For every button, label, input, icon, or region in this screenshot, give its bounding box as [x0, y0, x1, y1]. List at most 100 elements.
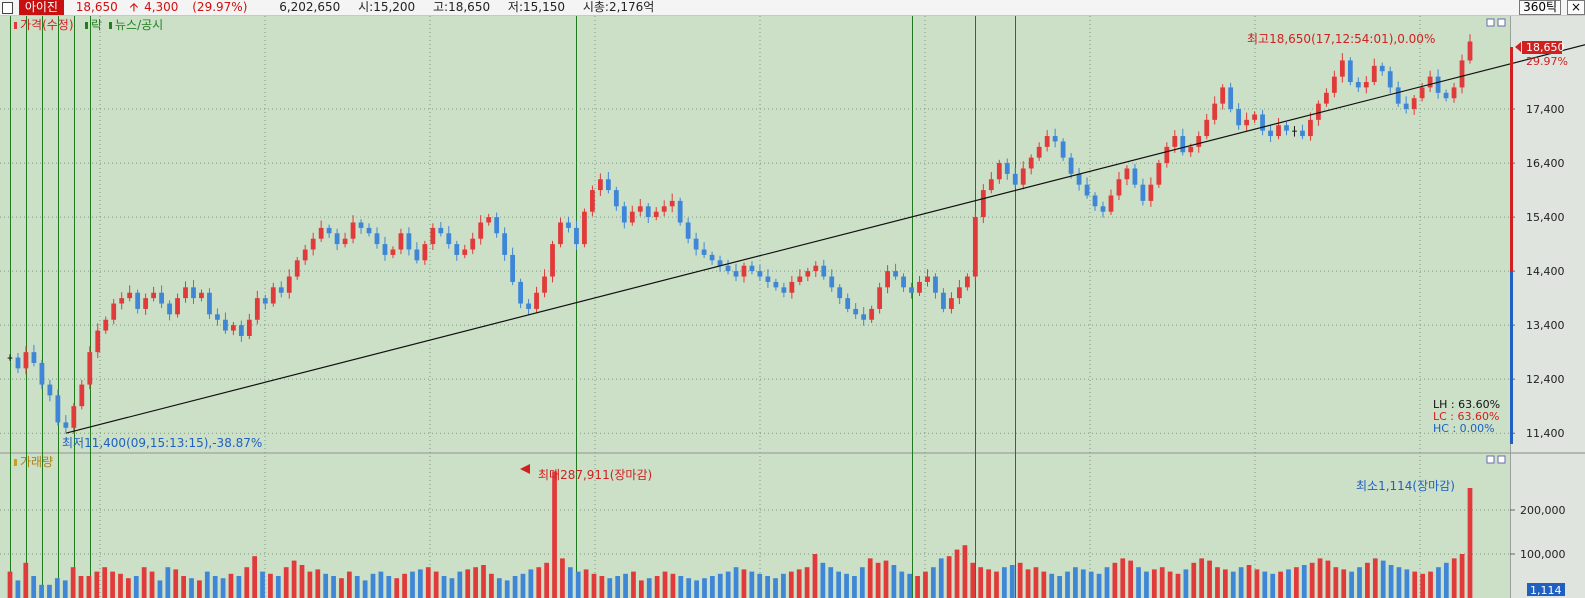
volume-bar[interactable] — [315, 569, 321, 598]
candle[interactable] — [917, 281, 922, 293]
volume-bar[interactable] — [528, 569, 534, 598]
candle[interactable] — [262, 298, 268, 304]
candle[interactable] — [741, 265, 747, 277]
volume-bar[interactable] — [1357, 567, 1362, 598]
candle[interactable] — [996, 163, 1002, 180]
candle[interactable] — [534, 292, 539, 309]
candle[interactable] — [1004, 163, 1010, 174]
volume-bar[interactable] — [275, 576, 281, 598]
volume-bar[interactable] — [1372, 558, 1378, 598]
candle[interactable] — [1300, 130, 1305, 137]
volume-bar[interactable] — [165, 567, 171, 598]
volume-bar[interactable] — [126, 578, 131, 598]
candle[interactable] — [1244, 119, 1250, 126]
volume-bar[interactable] — [457, 571, 463, 598]
volume-bar[interactable] — [1278, 571, 1283, 598]
volume-bar[interactable] — [852, 576, 857, 598]
volume-bar[interactable] — [781, 573, 786, 598]
candle[interactable] — [23, 352, 29, 369]
candle[interactable] — [7, 357, 13, 359]
volume-bar[interactable] — [567, 567, 573, 598]
volume-bar[interactable] — [646, 578, 652, 598]
volume-bar[interactable] — [489, 573, 494, 598]
volume-bar[interactable] — [1207, 560, 1212, 598]
volume-bar[interactable] — [1388, 565, 1394, 598]
candle[interactable] — [1132, 168, 1138, 185]
candle[interactable] — [462, 249, 468, 255]
candle[interactable] — [1172, 136, 1178, 147]
volume-bar[interactable] — [765, 576, 770, 598]
volume-bar[interactable] — [1183, 569, 1189, 598]
candle[interactable] — [422, 244, 428, 261]
candle[interactable] — [877, 287, 883, 309]
candle[interactable] — [1403, 103, 1409, 110]
volume-bar[interactable] — [1246, 565, 1252, 598]
volume-bar[interactable] — [717, 573, 723, 598]
volume-bar[interactable] — [1033, 567, 1039, 598]
candle[interactable] — [103, 319, 109, 331]
volume-bar[interactable] — [970, 562, 976, 598]
volume-bar[interactable] — [1467, 488, 1473, 598]
candle[interactable] — [47, 384, 53, 396]
candle[interactable] — [207, 292, 212, 315]
candle[interactable] — [1268, 130, 1273, 137]
volume-bar[interactable] — [686, 578, 692, 598]
volume-panel-min-button[interactable] — [1486, 455, 1495, 464]
volume-bar[interactable] — [54, 578, 60, 598]
candle[interactable] — [1156, 163, 1162, 185]
volume-bar[interactable] — [575, 571, 581, 598]
candle[interactable] — [781, 287, 787, 293]
volume-bar[interactable] — [1002, 567, 1007, 598]
candle[interactable] — [1220, 87, 1226, 104]
volume-bar[interactable] — [994, 571, 999, 598]
volume-bar[interactable] — [544, 562, 550, 598]
volume-bar[interactable] — [189, 578, 194, 598]
candle[interactable] — [542, 276, 547, 293]
candle[interactable] — [725, 265, 731, 272]
volume-bar[interactable] — [425, 567, 431, 598]
candle[interactable] — [797, 276, 803, 282]
candle[interactable] — [1411, 98, 1417, 110]
volume-bar[interactable] — [299, 565, 305, 598]
volume-bar[interactable] — [1112, 562, 1118, 598]
volume-bar[interactable] — [725, 571, 731, 598]
volume-bar[interactable] — [828, 567, 834, 598]
panel-splitter[interactable] — [0, 452, 1585, 454]
candle[interactable] — [87, 352, 93, 385]
volume-bar[interactable] — [62, 580, 68, 598]
candle[interactable] — [310, 238, 316, 250]
volume-bar[interactable] — [536, 567, 542, 598]
volume-bar[interactable] — [331, 576, 336, 598]
candle[interactable] — [749, 265, 755, 272]
volume-bar[interactable] — [883, 560, 889, 598]
candle[interactable] — [909, 287, 914, 293]
volume-bar[interactable] — [220, 578, 226, 598]
candle[interactable] — [1212, 103, 1218, 120]
candle[interactable] — [494, 217, 500, 234]
candle[interactable] — [414, 249, 420, 261]
volume-bar[interactable] — [465, 569, 471, 598]
volume-bar[interactable] — [804, 567, 810, 598]
candle[interactable] — [1204, 119, 1210, 137]
volume-bar[interactable] — [378, 571, 384, 598]
candle[interactable] — [294, 260, 300, 277]
volume-bar[interactable] — [1428, 571, 1433, 598]
volume-bar[interactable] — [1349, 571, 1354, 598]
candle[interactable] — [661, 206, 667, 212]
volume-bar[interactable] — [291, 560, 297, 598]
trend-line[interactable] — [65, 42, 1585, 434]
volume-bar[interactable] — [1175, 573, 1181, 598]
candle[interactable] — [382, 244, 388, 255]
candle[interactable] — [111, 303, 117, 320]
candle[interactable] — [837, 287, 843, 299]
volume-bar[interactable] — [1451, 558, 1457, 598]
candle[interactable] — [398, 233, 404, 250]
volume-bar[interactable] — [1333, 567, 1339, 598]
volume-bar[interactable] — [946, 556, 952, 598]
candle[interactable] — [1276, 125, 1281, 137]
candle[interactable] — [1331, 76, 1337, 93]
volume-bar[interactable] — [1301, 565, 1307, 598]
candle[interactable] — [869, 308, 875, 320]
candle[interactable] — [342, 238, 348, 245]
candle[interactable] — [350, 222, 356, 239]
